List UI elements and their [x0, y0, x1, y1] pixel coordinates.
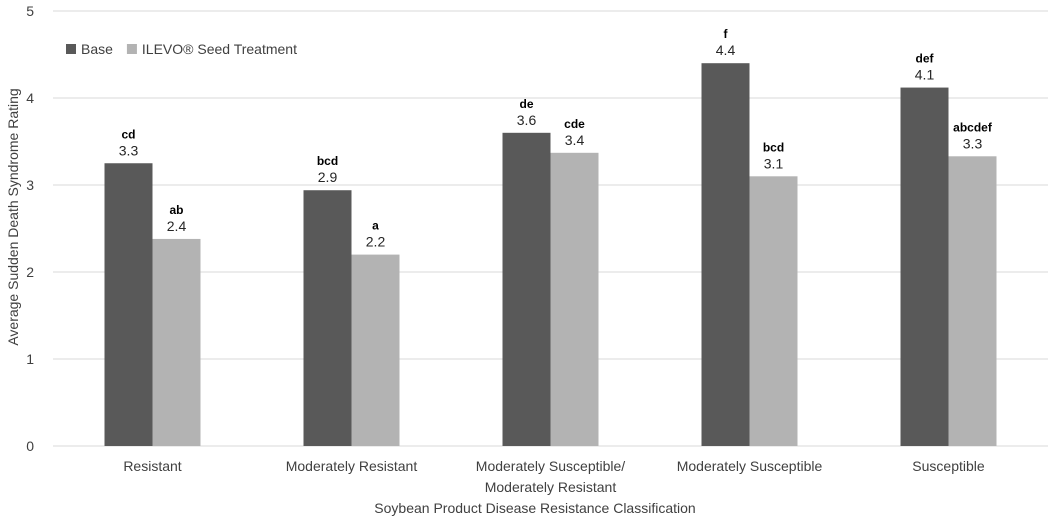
y-axis-title: Average Sudden Death Syndrome Rating — [5, 88, 21, 345]
value-label: 3.3 — [119, 142, 139, 158]
significance-letter: def — [916, 52, 935, 66]
legend-label: Base — [81, 41, 113, 57]
significance-letter: abcdef — [953, 120, 993, 134]
bar-ilevo — [152, 238, 201, 446]
significance-letter: de — [519, 97, 533, 111]
value-label: 3.6 — [517, 112, 537, 128]
significance-letter: bcd — [317, 154, 338, 168]
x-category-label: Moderately Resistant — [286, 458, 418, 474]
bar-base — [303, 190, 352, 446]
legend-swatch — [66, 44, 76, 54]
y-tick-label: 3 — [26, 177, 34, 193]
value-label: 4.1 — [915, 67, 935, 83]
bar-ilevo — [550, 152, 599, 446]
significance-letter: f — [724, 27, 729, 41]
y-tick-label: 1 — [26, 351, 34, 367]
value-label: 4.4 — [716, 42, 736, 58]
bar-base — [104, 163, 153, 446]
x-category-label: Moderately Resistant — [485, 479, 617, 495]
significance-letter: cde — [564, 117, 585, 131]
x-axis-categories: Resistant Moderately Resistant Moderately … — [123, 458, 985, 495]
value-label: 3.3 — [963, 135, 983, 151]
value-label: 2.2 — [366, 234, 386, 250]
significance-letter: cd — [121, 127, 135, 141]
legend-label: ILEVO® Seed Treatment — [142, 41, 297, 57]
bar-ilevo — [948, 156, 997, 447]
bar-base — [502, 132, 551, 447]
value-label: 2.9 — [318, 169, 338, 185]
bar-ilevo — [749, 176, 798, 447]
x-category-label: Resistant — [123, 458, 181, 474]
bars — [104, 63, 997, 447]
legend-swatch — [126, 44, 137, 54]
bar-base — [701, 63, 750, 446]
x-category-label: Susceptible — [912, 458, 985, 474]
significance-letter: bcd — [763, 140, 784, 154]
legend: Base ILEVO® Seed Treatment — [66, 41, 297, 57]
y-tick-label: 0 — [26, 438, 34, 454]
bar-ilevo — [351, 254, 400, 446]
data-labels: 3.3cd2.9bcd3.6de4.4f4.1def2.4ab2.2a3.4cd… — [119, 27, 993, 249]
significance-letter: a — [372, 219, 379, 233]
value-label: 2.4 — [167, 218, 187, 234]
y-tick-label: 4 — [26, 90, 34, 106]
value-label: 3.1 — [764, 155, 784, 171]
y-tick-label: 5 — [26, 3, 34, 19]
x-axis-title: Soybean Product Disease Resistance Class… — [374, 500, 695, 516]
y-tick-label: 2 — [26, 264, 34, 280]
x-category-label: Moderately Susceptible — [677, 458, 823, 474]
value-label: 3.4 — [565, 132, 585, 148]
significance-letter: ab — [169, 203, 183, 217]
bar-base — [900, 87, 949, 446]
x-category-label: Moderately Susceptible/ — [476, 458, 626, 474]
y-axis-ticks: 0 1 2 3 4 5 — [26, 3, 34, 454]
